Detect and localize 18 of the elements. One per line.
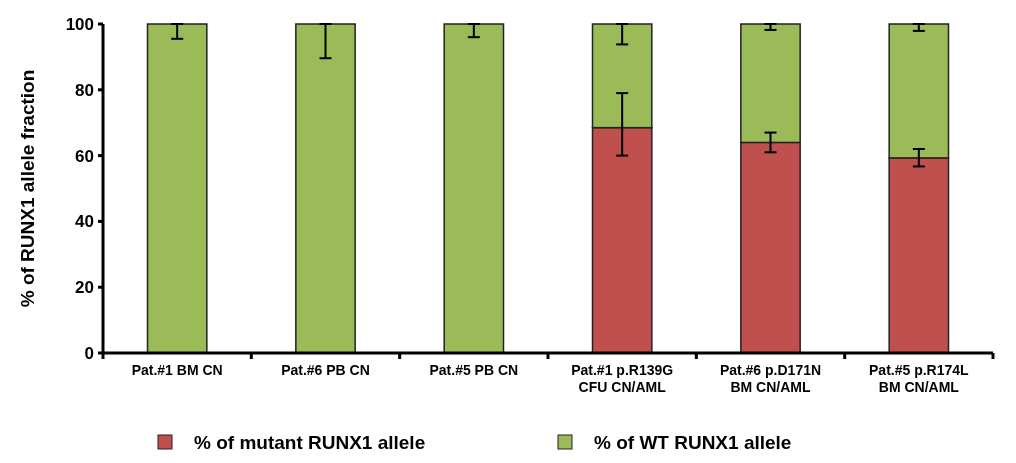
y-tick-label: 40 (75, 212, 94, 232)
bar (295, 23, 356, 354)
y-tick-label: 100 (65, 14, 94, 34)
x-tick-label: Pat.#6 PB CN (281, 362, 370, 378)
y-tick-label: 80 (75, 80, 94, 100)
y-tick-label: 60 (75, 146, 94, 166)
bar (443, 23, 505, 354)
x-tick-label: Pat.#6 p.D171N BM CN/AML (719, 362, 822, 395)
y-axis-title: % of RUNX1 allele fraction (17, 69, 38, 308)
y-tick-label: 20 (75, 278, 94, 298)
x-tick-label: Pat.#1 BM CN (131, 362, 223, 378)
x-tick-label: Pat.#1 p.R139G CFU CN/AML (571, 362, 674, 395)
x-tick-label: Pat.#5 PB CN (429, 362, 519, 378)
legend-label: % of WT RUNX1 allele (594, 431, 792, 453)
legend-label: % of mutant RUNX1 allele (194, 431, 426, 453)
y-tick-label: 0 (84, 343, 94, 363)
bar (146, 23, 208, 354)
x-tick-label: Pat.#5 p.R174L BM CN/AML (869, 362, 970, 395)
